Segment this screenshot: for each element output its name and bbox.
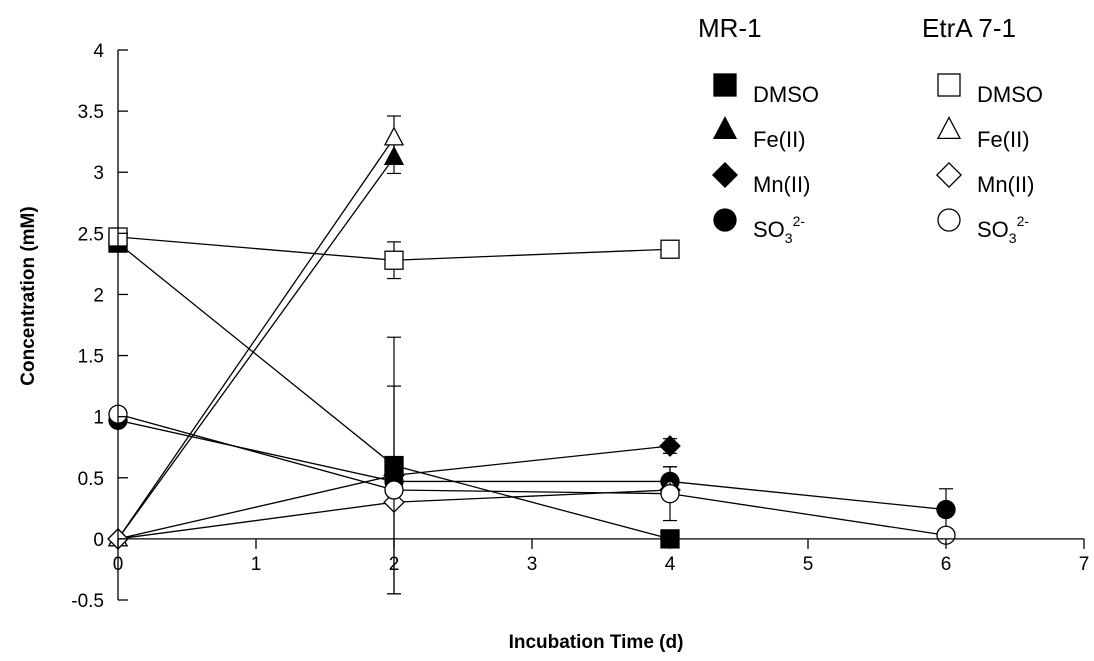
y-tick-label: -0.5 [71,591,104,612]
data-point-mr-1-so3-2 [936,499,956,520]
data-point-mr-1-mn-ii [659,435,681,457]
legend-group-title: MR-1 [698,13,762,43]
axes: -0.5 0 0.5 1 1.5 2 2.5 3 3.5 4 0 1 2 3 4 5 6 7 [71,41,1089,612]
data-point-etra-7-1-fe-ii [383,126,405,146]
series-line-mr-1-so3-2 [117,419,947,511]
legend-marker-etra-7-1-dmso [937,73,961,97]
legend-marker-etra-7-1-fe-ii [936,116,962,140]
legend-entry-label: Mn(II) [753,172,810,197]
series-mr-1-so3-2 [108,410,956,531]
legend-entry-label: DMSO [977,82,1043,107]
series-line-mr-1-fe-ii [117,157,395,540]
y-tick-label: 4 [93,41,104,62]
data-point-etra-7-1-so3-2 [384,480,404,500]
legend-entry-label: DMSO [753,82,819,107]
series-etra-7-1-dmso [108,227,680,280]
legend-marker-etra-7-1-mn-ii [935,161,963,189]
series-line-etra-7-1-fe-ii [117,137,395,540]
x-tick-label: 3 [527,554,538,575]
y-tick-label: 0.5 [78,469,104,490]
x-tick-label: 5 [803,554,814,575]
y-tick-label: 1 [93,408,104,429]
y-tick-label: 2 [93,285,104,306]
legend-entry-label: Fe(II) [977,127,1030,152]
x-tick-label: 1 [251,554,262,575]
y-tick-label: 0 [93,530,104,551]
data-point-etra-7-1-so3-2 [660,484,680,504]
x-tick-label: 0 [113,554,124,575]
y-tick-label: 2.5 [78,224,104,245]
legend-marker-etra-7-1-so3-2 [937,208,961,232]
legend-entry-label: Mn(II) [977,172,1034,197]
data-point-etra-7-1-dmso [660,239,680,259]
y-tick-label: 3.5 [78,102,104,123]
x-tick-label: 4 [665,554,676,575]
legend-marker-mr-1-dmso [713,73,737,97]
legend-entry-label: SO32- [977,213,1029,246]
x-tick-label: 6 [941,554,952,575]
legend-entry-label: SO32- [753,213,805,246]
legend-marker-mr-1-so3-2 [713,208,737,232]
legend-group-title: EtrA 7-1 [922,13,1016,43]
x-tick-label: 2 [389,554,400,575]
x-tick-label: 7 [1079,554,1090,575]
series-mr-1-fe-ii [107,141,405,547]
data-point-etra-7-1-dmso [384,250,404,270]
series-layer [107,115,956,595]
legend: MR-1 DMSO Fe(II) Mn(II) SO32- EtrA 7-1 DMSO Fe(… [698,13,1043,246]
legend-marker-mr-1-mn-ii [711,161,739,189]
y-tick-label: 1.5 [78,347,104,368]
legend-marker-mr-1-fe-ii [712,116,738,140]
series-etra-7-1-fe-ii [107,115,405,547]
y-axis-title: Concentration (mM) [18,206,39,385]
series-line-etra-7-1-so3-2 [117,413,947,536]
x-axis-title: Incubation Time (d) [509,632,684,653]
y-tick-label: 3 [93,163,104,184]
legend-entry-label: Fe(II) [753,127,806,152]
